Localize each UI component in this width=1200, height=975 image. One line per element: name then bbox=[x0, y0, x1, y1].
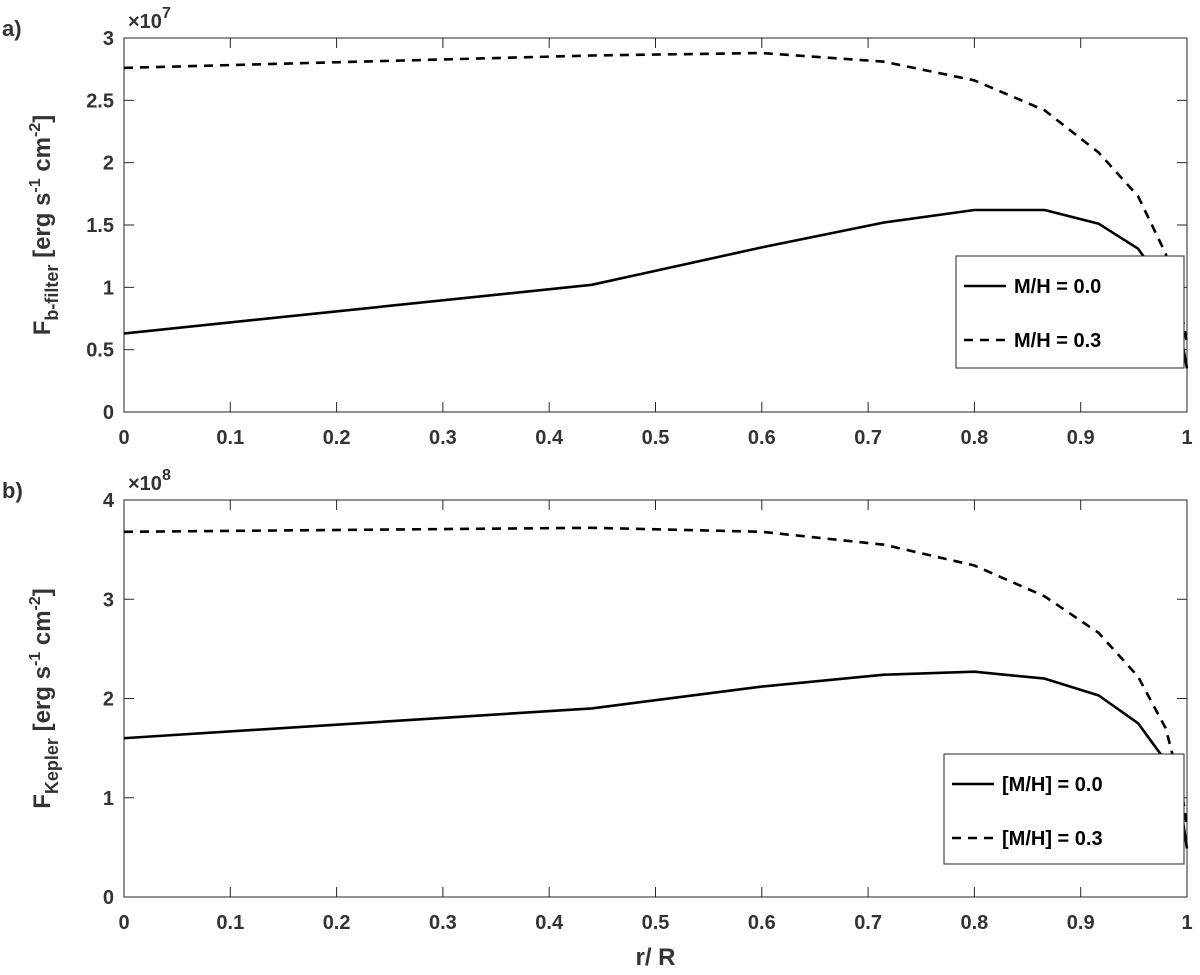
chart-panel-b: 0 0.1 0.2 0.3 0.4 0.5 0.6 0.7 0.8 0.9 1 0 1 2 3 4 ×108 b)… bbox=[2, 467, 1193, 971]
x-tick-label: 0.4 bbox=[535, 427, 564, 449]
y-exponent-label: ×108 bbox=[128, 467, 171, 495]
y-tick-label: 1.5 bbox=[86, 215, 114, 237]
x-tick-label: 0.9 bbox=[1067, 427, 1095, 449]
y-tick-label: 0.5 bbox=[86, 340, 114, 362]
y-tick-label: 2.5 bbox=[86, 90, 114, 112]
x-tick-label: 0 bbox=[118, 427, 129, 449]
x-tick-label: 0.5 bbox=[642, 427, 670, 449]
legend: M/H = 0.0 M/H = 0.3 bbox=[955, 255, 1185, 369]
y-tick-label: 0 bbox=[103, 887, 114, 909]
panel-label: a) bbox=[2, 16, 22, 41]
x-tick-label: 1 bbox=[1181, 912, 1192, 934]
x-tick-label: 1 bbox=[1181, 427, 1192, 449]
x-axis-label: r/ R bbox=[635, 944, 675, 971]
x-tick-label: 0.8 bbox=[960, 427, 988, 449]
y-tick-label: 3 bbox=[103, 28, 114, 50]
x-tick-label: 0.4 bbox=[535, 912, 564, 934]
y-exponent-label: ×107 bbox=[128, 5, 171, 33]
x-tick-label: 0.6 bbox=[748, 912, 776, 934]
x-tick-label: 0.3 bbox=[429, 912, 457, 934]
x-tick-label: 0.5 bbox=[642, 912, 670, 934]
y-tick-label: 1 bbox=[103, 277, 114, 299]
x-tick-label: 0.1 bbox=[216, 427, 244, 449]
legend-entry: M/H = 0.3 bbox=[1014, 330, 1101, 352]
legend: [M/H] = 0.0 [M/H] = 0.3 bbox=[943, 753, 1185, 865]
legend-entry: [M/H] = 0.3 bbox=[1002, 828, 1103, 850]
panel-label: b) bbox=[2, 478, 23, 503]
y-tick-label: 1 bbox=[103, 788, 114, 810]
series-line-dashed bbox=[123, 526, 1189, 828]
legend-entry: [M/H] = 0.0 bbox=[1002, 774, 1103, 796]
legend-box bbox=[943, 753, 1185, 865]
legend-box bbox=[955, 255, 1185, 369]
x-tick-label: 0.3 bbox=[429, 427, 457, 449]
x-tick-label: 0.6 bbox=[748, 427, 776, 449]
chart-panel-a: 0 0.1 0.2 0.3 0.4 0.5 0.6 0.7 0.8 0.9 1 0 0.5 1 1.5 2 2.… bbox=[2, 5, 1193, 449]
x-tick-label: 0.8 bbox=[960, 912, 988, 934]
x-tick-label: 0.1 bbox=[216, 912, 244, 934]
x-tick-label: 0 bbox=[118, 912, 129, 934]
x-tick-label: 0.9 bbox=[1067, 912, 1095, 934]
y-tick-label: 4 bbox=[103, 490, 115, 512]
y-tick-label: 0 bbox=[103, 402, 114, 424]
y-tick-label: 2 bbox=[103, 153, 114, 175]
y-axis-label: FKepler [erg s-1 cm-2] bbox=[27, 588, 62, 809]
x-tick-label: 0.7 bbox=[854, 912, 882, 934]
x-tick-label: 0.7 bbox=[854, 427, 882, 449]
y-tick-label: 3 bbox=[103, 589, 114, 611]
y-tick-label: 2 bbox=[103, 689, 114, 711]
x-tick-label: 0.2 bbox=[323, 427, 351, 449]
x-tick-label: 0.2 bbox=[323, 912, 351, 934]
legend-entry: M/H = 0.0 bbox=[1014, 276, 1101, 298]
y-axis-label: Fb-filter [erg s-1 cm-2] bbox=[27, 115, 62, 336]
